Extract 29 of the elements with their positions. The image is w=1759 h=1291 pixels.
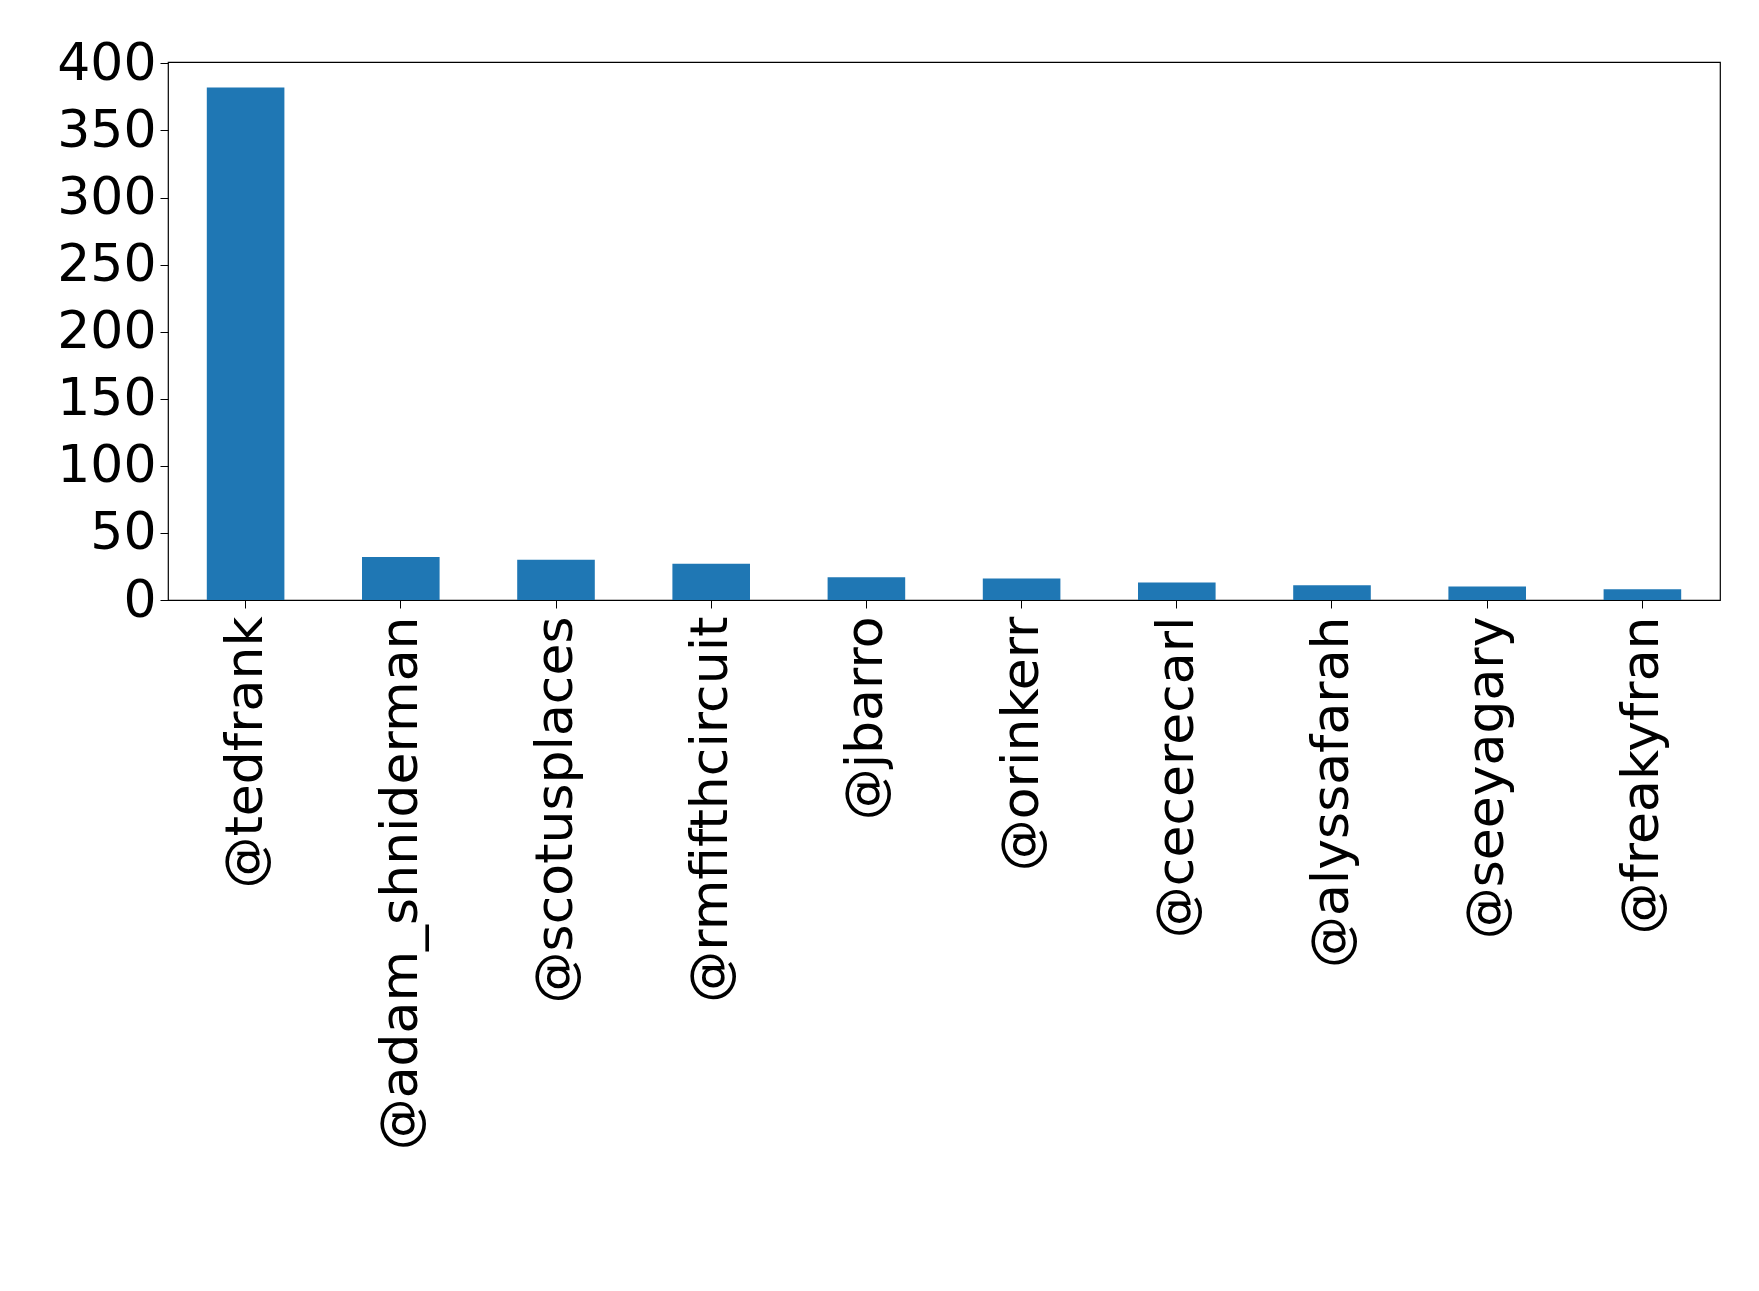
- bar: [206, 87, 285, 600]
- y-tick-label: 100: [57, 434, 157, 495]
- x-tick-label: @scotusplaces: [524, 616, 584, 1004]
- x-tick-label: @rmfifthcircuit: [679, 616, 740, 1003]
- x-tick-label: @jbarro: [834, 616, 895, 821]
- y-tick-label: 350: [57, 98, 157, 159]
- x-tick-label: @tedfrank: [213, 616, 274, 889]
- y-tick-label: 150: [57, 367, 157, 428]
- bar: [1448, 586, 1526, 600]
- y-tick-label: 50: [90, 501, 157, 562]
- x-tick-label: @alyssafarah: [1300, 616, 1360, 969]
- y-tick-label: 400: [57, 31, 157, 92]
- x-tick-label: @seeyagary: [1455, 616, 1516, 940]
- bar: [672, 563, 750, 600]
- x-tick-label: @adam_shniderman: [368, 616, 429, 1151]
- x-tick-label: @freakyfran: [1610, 616, 1671, 935]
- x-tick-label: @cecerecarl: [1144, 616, 1205, 939]
- bar: [1603, 589, 1682, 600]
- bar: [517, 559, 595, 600]
- bar: [827, 577, 906, 600]
- bar: [982, 578, 1061, 600]
- bar: [1138, 582, 1216, 600]
- x-tick-label: @orinkerr: [989, 615, 1050, 872]
- y-tick-label: 200: [57, 300, 157, 361]
- y-tick-label: 0: [123, 568, 157, 629]
- bar: [1293, 585, 1371, 600]
- y-tick-label: 300: [57, 166, 157, 227]
- y-tick-label: 250: [57, 233, 157, 294]
- bar: [362, 557, 440, 600]
